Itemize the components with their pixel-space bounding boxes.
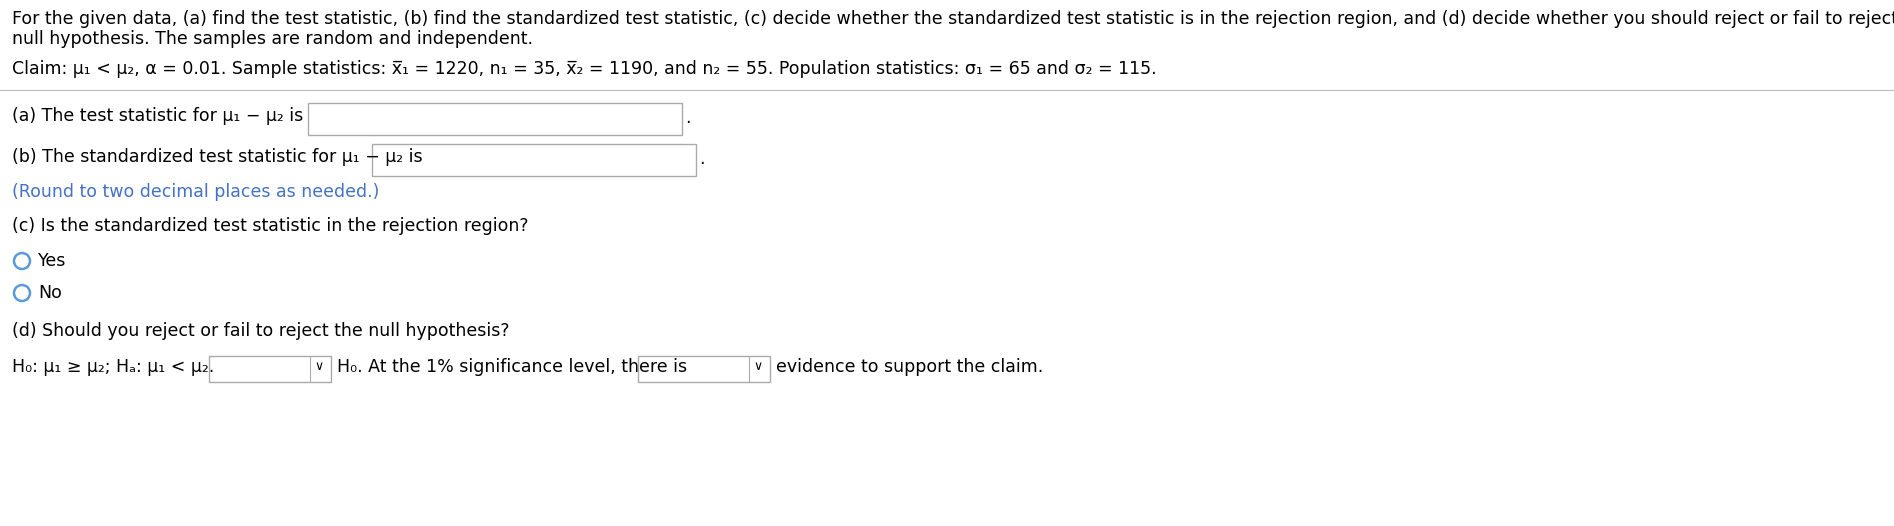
Text: H₀: μ₁ ≥ μ₂; Hₐ: μ₁ < μ₂.: H₀: μ₁ ≥ μ₂; Hₐ: μ₁ < μ₂.: [11, 358, 214, 376]
Text: H₀. At the 1% significance level, there is: H₀. At the 1% significance level, there …: [337, 358, 688, 376]
Text: evidence to support the claim.: evidence to support the claim.: [777, 358, 1044, 376]
Text: (b) The standardized test statistic for μ₁ − μ₂ is: (b) The standardized test statistic for …: [11, 148, 422, 166]
Text: No: No: [38, 284, 63, 302]
Text: .: .: [686, 109, 691, 127]
FancyBboxPatch shape: [371, 144, 695, 176]
Text: null hypothesis. The samples are random and independent.: null hypothesis. The samples are random …: [11, 30, 532, 48]
Text: (a) The test statistic for μ₁ − μ₂ is: (a) The test statistic for μ₁ − μ₂ is: [11, 107, 303, 125]
Text: ∨: ∨: [754, 360, 761, 373]
Text: ∨: ∨: [314, 360, 324, 373]
Text: (Round to two decimal places as needed.): (Round to two decimal places as needed.): [11, 183, 379, 201]
FancyBboxPatch shape: [309, 103, 682, 135]
FancyBboxPatch shape: [208, 356, 331, 382]
Text: Yes: Yes: [38, 252, 66, 270]
Text: (d) Should you reject or fail to reject the null hypothesis?: (d) Should you reject or fail to reject …: [11, 322, 509, 340]
Text: Claim: μ₁ < μ₂, α = 0.01. Sample statistics: x̅₁ = 1220, n₁ = 35, x̅₂ = 1190, an: Claim: μ₁ < μ₂, α = 0.01. Sample statist…: [11, 60, 1157, 78]
FancyBboxPatch shape: [638, 356, 771, 382]
Text: .: .: [699, 150, 705, 168]
Text: (c) Is the standardized test statistic in the rejection region?: (c) Is the standardized test statistic i…: [11, 217, 528, 235]
Text: For the given data, (a) find the test statistic, (b) find the standardized test : For the given data, (a) find the test st…: [11, 10, 1894, 28]
